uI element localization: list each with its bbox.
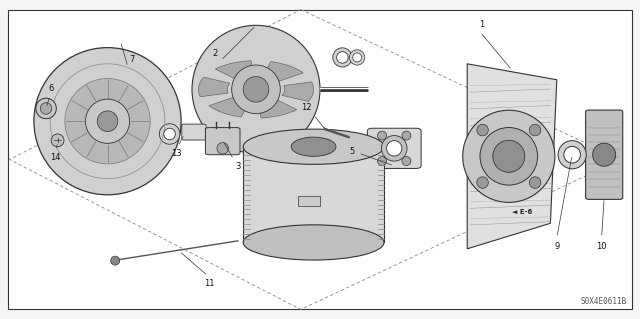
Ellipse shape xyxy=(51,134,64,147)
Ellipse shape xyxy=(493,140,525,172)
Ellipse shape xyxy=(243,129,384,164)
Ellipse shape xyxy=(353,53,362,62)
Wedge shape xyxy=(209,98,248,117)
Ellipse shape xyxy=(564,146,580,163)
Ellipse shape xyxy=(243,77,269,102)
Ellipse shape xyxy=(164,128,175,140)
Ellipse shape xyxy=(378,157,387,166)
Text: 5: 5 xyxy=(349,147,355,156)
Wedge shape xyxy=(282,82,314,101)
Text: 7: 7 xyxy=(129,56,134,64)
Ellipse shape xyxy=(480,128,538,185)
Bar xyxy=(298,196,320,206)
Wedge shape xyxy=(198,77,230,97)
Text: 13: 13 xyxy=(171,149,181,158)
Ellipse shape xyxy=(529,177,541,188)
Text: 11: 11 xyxy=(204,279,214,288)
Ellipse shape xyxy=(381,136,407,161)
FancyBboxPatch shape xyxy=(205,128,240,155)
Ellipse shape xyxy=(243,225,384,260)
Ellipse shape xyxy=(378,131,387,140)
Text: S0X4E0611B: S0X4E0611B xyxy=(581,297,627,306)
FancyBboxPatch shape xyxy=(586,110,623,199)
Bar xyxy=(243,147,384,242)
Ellipse shape xyxy=(217,143,228,154)
Ellipse shape xyxy=(333,48,352,67)
Text: 6: 6 xyxy=(49,84,54,93)
Text: 3: 3 xyxy=(236,162,241,171)
Ellipse shape xyxy=(402,131,411,140)
Ellipse shape xyxy=(402,157,411,166)
Ellipse shape xyxy=(558,141,586,169)
Ellipse shape xyxy=(36,98,56,119)
FancyBboxPatch shape xyxy=(182,124,206,140)
Ellipse shape xyxy=(97,111,118,131)
Text: ◄ E-6: ◄ E-6 xyxy=(512,209,532,215)
Wedge shape xyxy=(264,62,303,81)
Polygon shape xyxy=(467,64,557,249)
Ellipse shape xyxy=(34,48,181,195)
Ellipse shape xyxy=(86,99,130,143)
Text: 2: 2 xyxy=(212,49,218,58)
Ellipse shape xyxy=(387,141,402,156)
Ellipse shape xyxy=(232,65,280,114)
Ellipse shape xyxy=(477,177,488,188)
Ellipse shape xyxy=(463,110,555,202)
Text: 12: 12 xyxy=(301,103,312,112)
Ellipse shape xyxy=(65,78,150,164)
Text: 14: 14 xyxy=(50,153,60,162)
Ellipse shape xyxy=(529,124,541,136)
Ellipse shape xyxy=(159,124,180,144)
Ellipse shape xyxy=(349,50,365,65)
Ellipse shape xyxy=(192,25,320,153)
Text: 9: 9 xyxy=(554,242,559,251)
Ellipse shape xyxy=(593,143,616,166)
Wedge shape xyxy=(215,61,253,79)
Ellipse shape xyxy=(477,124,488,136)
Text: 10: 10 xyxy=(596,242,607,251)
Ellipse shape xyxy=(291,137,336,156)
Wedge shape xyxy=(259,100,297,118)
Ellipse shape xyxy=(111,256,120,265)
FancyBboxPatch shape xyxy=(367,128,421,168)
Ellipse shape xyxy=(40,103,52,114)
Text: 1: 1 xyxy=(479,20,484,29)
Ellipse shape xyxy=(337,52,348,63)
